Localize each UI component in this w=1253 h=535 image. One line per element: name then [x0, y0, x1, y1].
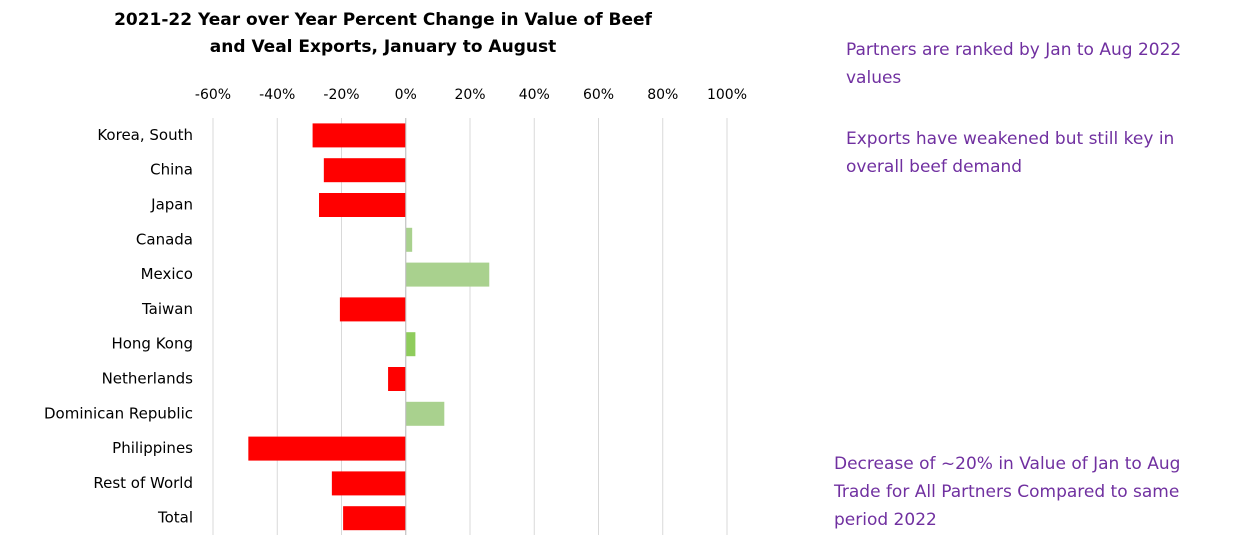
x-tick-label: 0% [395, 87, 417, 103]
bar [343, 506, 406, 531]
y-tick-label: Taiwan [141, 300, 193, 318]
y-tick-label: Philippines [112, 439, 193, 457]
annotation: overall beef demand [846, 157, 1022, 177]
x-tick-label: -60% [195, 87, 231, 103]
bar [323, 158, 406, 183]
bar [388, 367, 406, 391]
chart-title: and Veal Exports, January to August [210, 37, 556, 57]
bar [339, 297, 406, 322]
y-tick-label: Rest of World [93, 474, 193, 492]
x-tick-label: 20% [454, 87, 485, 103]
bar [248, 436, 406, 461]
annotation: Trade for All Partners Compared to same [833, 482, 1179, 502]
x-tick-label: 40% [519, 87, 550, 103]
bar [405, 262, 490, 287]
x-tick-label: 60% [583, 87, 614, 103]
annotation: Partners are ranked by Jan to Aug 2022 [846, 40, 1181, 60]
y-tick-label: Dominican Republic [44, 404, 193, 422]
bar [319, 193, 406, 217]
y-tick-label: Total [157, 509, 193, 527]
y-tick-label: Mexico [141, 265, 193, 283]
y-tick-label: China [150, 161, 193, 179]
x-tick-label: -20% [323, 87, 359, 103]
x-tick-label: 100% [707, 87, 747, 103]
annotation: values [846, 68, 901, 88]
chart-title: 2021-22 Year over Year Percent Change in… [114, 10, 652, 30]
y-tick-label: Hong Kong [111, 335, 193, 353]
annotation: period 2022 [834, 510, 937, 530]
bar [331, 471, 406, 496]
y-tick-label: Korea, South [97, 126, 193, 144]
x-tick-label: 80% [647, 87, 678, 103]
bar [405, 401, 445, 426]
y-tick-label: Canada [136, 230, 193, 248]
annotation: Exports have weakened but still key in [846, 129, 1174, 149]
y-tick-label: Japan [150, 196, 193, 214]
y-tick-label: Netherlands [102, 370, 194, 388]
bar [312, 123, 406, 148]
annotation: Decrease of ~20% in Value of Jan to Aug [834, 454, 1180, 474]
x-tick-label: -40% [259, 87, 295, 103]
bar [405, 227, 413, 252]
bar [405, 332, 416, 357]
